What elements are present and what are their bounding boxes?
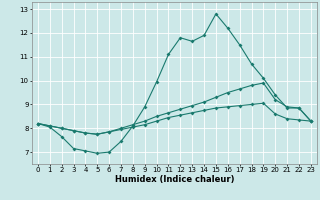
- X-axis label: Humidex (Indice chaleur): Humidex (Indice chaleur): [115, 175, 234, 184]
